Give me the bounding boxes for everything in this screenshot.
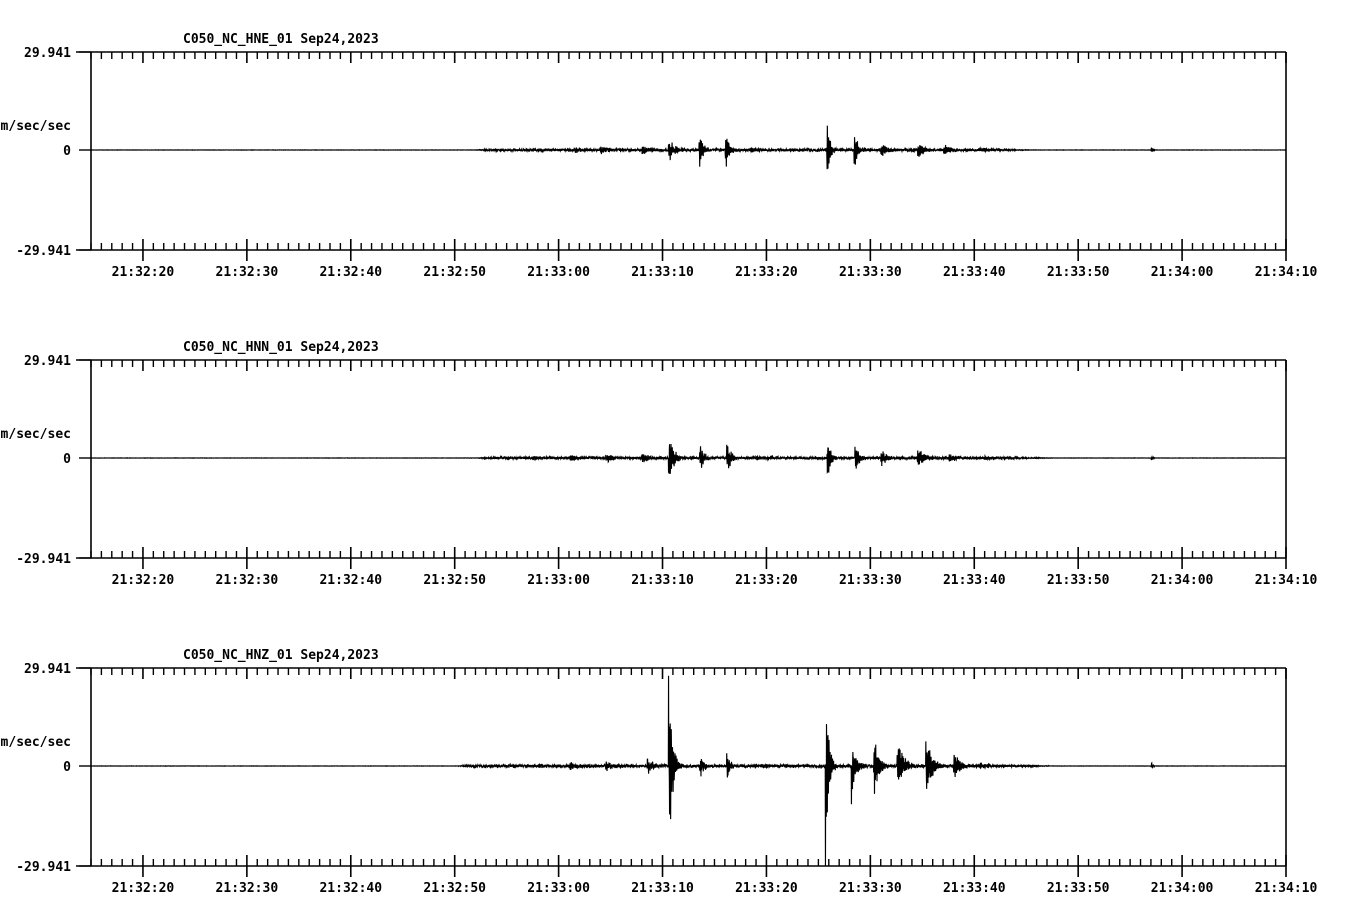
x-axis-tick-label: 21:33:50	[1047, 573, 1110, 588]
x-axis-tick-label: 21:33:40	[943, 573, 1006, 588]
seismogram-panel-hne: C050_NC_HNE_01 Sep24,2023 29.941 cm/sec/se…	[0, 0, 1358, 290]
x-axis-ticks	[90, 668, 1287, 877]
x-axis-labels: 21:32:20 21:32:30 21:32:40 21:32:50 21:33:00…	[112, 265, 1318, 280]
x-axis-labels: 21:32:20 21:32:30 21:32:40 21:32:50 21:33:00…	[112, 573, 1318, 588]
x-axis-tick-label: 21:32:40	[319, 881, 382, 896]
y-axis-units-label: cm/sec/sec	[0, 119, 71, 134]
x-axis-ticks	[90, 52, 1287, 261]
y-axis-max-label: 29.941	[24, 354, 71, 369]
y-axis-zero-label: 0	[63, 452, 71, 467]
y-axis-units-label: cm/sec/sec	[0, 427, 71, 442]
y-axis-max-label: 29.941	[24, 46, 71, 61]
y-axis-min-label: -29.941	[16, 860, 71, 875]
y-axis-min-label: -29.941	[16, 552, 71, 567]
x-axis-tick-label: 21:34:00	[1151, 573, 1214, 588]
y-axis-ticks	[79, 51, 91, 251]
x-axis-ticks	[90, 360, 1287, 569]
x-axis-tick-label: 21:33:30	[839, 573, 902, 588]
y-axis-ticks	[79, 667, 91, 867]
x-axis-tick-label: 21:34:10	[1255, 881, 1318, 896]
x-axis-tick-label: 21:33:40	[943, 881, 1006, 896]
x-axis-tick-label: 21:32:20	[112, 265, 175, 280]
y-axis-zero-label: 0	[63, 144, 71, 159]
x-axis-tick-label: 21:33:00	[527, 573, 590, 588]
x-axis-tick-label: 21:33:40	[943, 265, 1006, 280]
waveform-trace-hnz	[90, 675, 1286, 866]
x-axis-tick-label: 21:34:00	[1151, 265, 1214, 280]
x-axis-tick-label: 21:33:20	[735, 573, 798, 588]
x-axis-tick-label: 21:32:30	[216, 573, 279, 588]
seismogram-plot-hnn: C050_NC_HNN_01 Sep24,2023 29.941 cm/sec/se…	[0, 340, 1318, 588]
x-axis-tick-label: 21:33:00	[527, 265, 590, 280]
panel-title-hnn: C050_NC_HNN_01 Sep24,2023	[183, 340, 379, 355]
x-axis-tick-label: 21:34:00	[1151, 881, 1214, 896]
plot-frame	[76, 359, 1287, 559]
waveform-trace-hnn	[90, 444, 1286, 475]
x-axis-tick-label: 21:32:40	[319, 265, 382, 280]
x-axis-labels: 21:32:20 21:32:30 21:32:40 21:32:50 21:33:00…	[112, 881, 1318, 896]
seismogram-panel-hnz: C050_NC_HNZ_01 Sep24,2023 29.941 cm/sec/se…	[0, 616, 1358, 906]
x-axis-tick-label: 21:32:40	[319, 573, 382, 588]
x-axis-tick-label: 21:33:50	[1047, 265, 1110, 280]
x-axis-tick-label: 21:33:10	[631, 881, 694, 896]
x-axis-tick-label: 21:32:30	[216, 265, 279, 280]
x-axis-tick-label: 21:33:20	[735, 265, 798, 280]
x-axis-tick-label: 21:33:00	[527, 881, 590, 896]
x-axis-tick-label: 21:32:20	[112, 881, 175, 896]
panel-title-hnz: C050_NC_HNZ_01 Sep24,2023	[183, 648, 379, 663]
y-axis-zero-label: 0	[63, 760, 71, 775]
x-axis-tick-label: 21:34:10	[1255, 265, 1318, 280]
x-axis-tick-label: 21:32:20	[112, 573, 175, 588]
x-axis-tick-label: 21:33:30	[839, 265, 902, 280]
y-axis-max-label: 29.941	[24, 662, 71, 677]
x-axis-tick-label: 21:32:30	[216, 881, 279, 896]
x-axis-tick-label: 21:32:50	[423, 573, 486, 588]
y-axis-min-label: -29.941	[16, 244, 71, 259]
panel-title-hne: C050_NC_HNE_01 Sep24,2023	[183, 32, 379, 47]
x-axis-tick-label: 21:32:50	[423, 881, 486, 896]
x-axis-tick-label: 21:33:20	[735, 881, 798, 896]
seismogram-plot-hne: C050_NC_HNE_01 Sep24,2023 29.941 cm/sec/se…	[0, 32, 1318, 280]
x-axis-tick-label: 21:33:10	[631, 265, 694, 280]
x-axis-tick-label: 21:33:30	[839, 881, 902, 896]
y-axis-units-label: cm/sec/sec	[0, 735, 71, 750]
y-axis-ticks	[79, 359, 91, 559]
x-axis-tick-label: 21:33:50	[1047, 881, 1110, 896]
x-axis-tick-label: 21:32:50	[423, 265, 486, 280]
x-axis-tick-label: 21:33:10	[631, 573, 694, 588]
seismogram-panel-hnn: C050_NC_HNN_01 Sep24,2023 29.941 cm/sec/se…	[0, 308, 1358, 598]
seismogram-plot-hnz: C050_NC_HNZ_01 Sep24,2023 29.941 cm/sec/se…	[0, 648, 1318, 896]
waveform-trace-hne	[90, 125, 1286, 170]
x-axis-tick-label: 21:34:10	[1255, 573, 1318, 588]
